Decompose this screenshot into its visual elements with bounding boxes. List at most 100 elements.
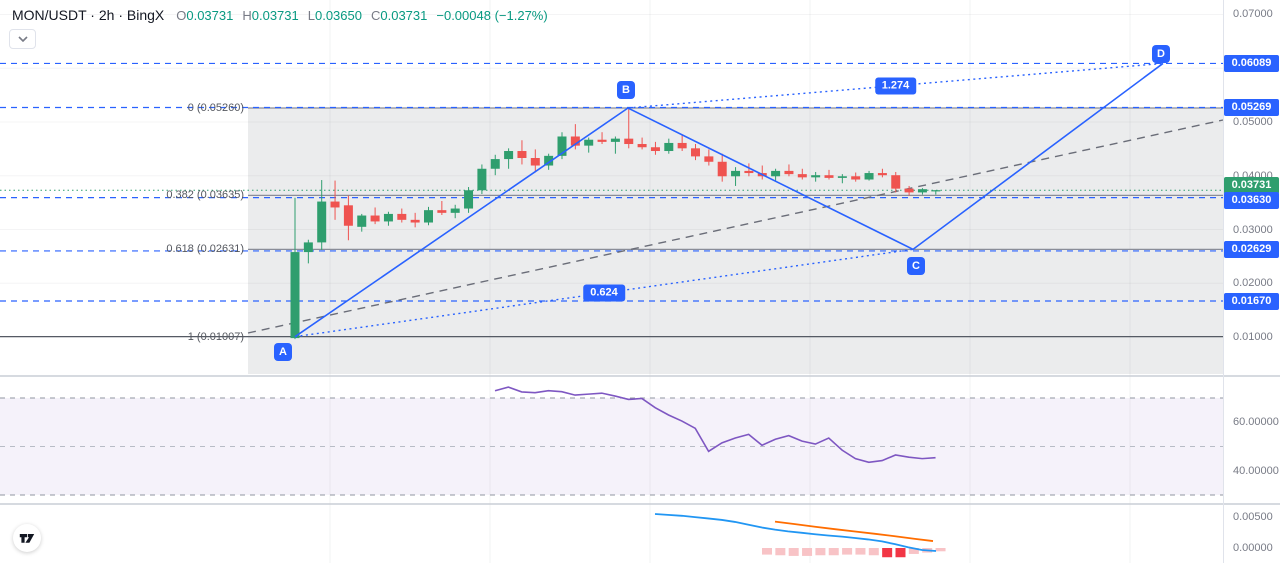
candle-body <box>303 242 313 253</box>
candle-body <box>811 175 821 178</box>
price-axis-badge: 0.03630 <box>1224 192 1279 210</box>
candle-body <box>557 136 567 156</box>
price-axis-label: 0.05000 <box>1233 115 1273 128</box>
candle-body <box>637 144 647 148</box>
macd-histogram-bar <box>775 548 786 556</box>
abcd-pattern-line[interactable] <box>294 62 1164 338</box>
candle-body <box>704 156 714 162</box>
candle-body <box>717 161 727 177</box>
candle-body <box>397 213 407 220</box>
rsi-axis-label: 60.00000 <box>1233 416 1279 429</box>
macd-histogram-bar <box>802 548 813 556</box>
pattern-ratio-label[interactable]: 0.624 <box>583 284 625 302</box>
chart-legend: MON/USDT · 2h · BingX O0.03731 H0.03731 … <box>12 7 548 23</box>
price-axis-label: 0.01000 <box>1233 331 1273 344</box>
pattern-point-b[interactable]: B <box>617 81 635 99</box>
candle-body <box>677 142 687 149</box>
candle-body <box>343 205 353 226</box>
pattern-point-d[interactable]: D <box>1152 45 1170 64</box>
candle-body <box>824 175 834 178</box>
macd-histogram-bar <box>882 548 893 558</box>
candle-body <box>917 189 927 193</box>
trendline-dashed[interactable] <box>247 119 1224 334</box>
price-axis-label: 0.07000 <box>1233 8 1273 21</box>
candle-body <box>584 139 594 146</box>
ohlc-open: O0.03731 <box>176 8 234 23</box>
candle-body <box>744 170 754 174</box>
fib-level-label[interactable]: 0.382 (0.03635) <box>166 189 244 202</box>
candle-body <box>771 170 781 177</box>
candle-body <box>610 138 620 142</box>
macd-histogram-bar <box>762 548 772 555</box>
candle-body <box>784 170 794 175</box>
candle-body <box>424 210 433 223</box>
fib-zone-background <box>248 108 1223 374</box>
price-axis-label: 0.03000 <box>1233 223 1273 236</box>
fib-level-label[interactable]: 0 (0.05260) <box>187 102 244 114</box>
candle-body <box>851 176 861 180</box>
candle-body <box>891 175 901 189</box>
candle-body <box>477 168 487 191</box>
pattern-point-a[interactable]: A <box>274 342 292 361</box>
pattern-ratio-label[interactable]: 1.274 <box>874 77 917 95</box>
chevron-down-icon <box>17 36 28 42</box>
candle-body <box>570 136 580 146</box>
macd-histogram-bar <box>842 548 853 555</box>
tradingview-logo-icon <box>19 534 35 543</box>
fib-level-label[interactable]: 1 (0.01007) <box>187 330 244 343</box>
macd-line <box>654 513 937 552</box>
candle-body <box>437 210 447 213</box>
fib-level-label[interactable]: 0.618 (0.02631) <box>166 243 244 256</box>
candle-body <box>664 142 674 152</box>
ohlc-high: H0.03731 <box>242 8 299 23</box>
candle-body <box>624 138 634 145</box>
candle-body <box>290 252 300 339</box>
legend-collapse-button[interactable] <box>9 29 36 49</box>
macd-histogram-bar <box>908 548 919 554</box>
price-change: −0.00048 (−1.27%) <box>436 8 548 23</box>
candle-body <box>731 170 741 177</box>
price-axis-badge: 0.05269 <box>1224 99 1279 117</box>
macd-histogram-bar <box>788 548 799 556</box>
candle-body <box>864 173 874 180</box>
ohlc-low: L0.03650 <box>307 8 362 23</box>
price-axis-badge: 0.01670 <box>1224 292 1279 310</box>
pattern-ratio-line-dotted[interactable] <box>627 62 1164 109</box>
tradingview-logo[interactable] <box>13 524 41 552</box>
candle-body <box>410 219 420 223</box>
ohlc-readout: O0.03731 H0.03731 L0.03650 C0.03731 −0.0… <box>176 8 547 23</box>
candle-body <box>370 215 380 222</box>
candle-body <box>877 173 887 176</box>
candle-body <box>357 215 367 227</box>
candle-body <box>504 151 514 160</box>
candle-body <box>464 190 474 209</box>
macd-signal-line <box>774 520 934 542</box>
candle-body <box>450 208 460 213</box>
price-axis-label: 0.02000 <box>1233 277 1273 290</box>
candle-body <box>797 174 807 178</box>
macd-histogram-bar <box>935 548 946 552</box>
candle-body <box>330 201 340 208</box>
macd-histogram-bar <box>868 548 879 556</box>
symbol-title[interactable]: MON/USDT · 2h · BingX <box>12 7 165 23</box>
candle-body <box>317 201 327 243</box>
candle-body <box>931 190 941 192</box>
price-axis-badge: 0.06089 <box>1224 54 1279 72</box>
candle-body <box>597 139 607 142</box>
macd-histogram-bar <box>815 548 826 556</box>
macd-histogram-bar <box>828 548 839 556</box>
candle-body <box>904 188 914 193</box>
candle-body <box>544 155 554 166</box>
rsi-line <box>494 386 936 464</box>
candle-body <box>383 213 393 222</box>
ohlc-close: C0.03731 <box>370 8 428 23</box>
candle-body <box>530 158 540 166</box>
candle-body <box>650 147 660 152</box>
candle-body <box>691 148 700 157</box>
macd-axis-label: 0.00500 <box>1233 511 1273 523</box>
candle-body <box>490 159 500 169</box>
candle-body <box>517 151 527 158</box>
pattern-point-c[interactable]: C <box>907 257 925 276</box>
